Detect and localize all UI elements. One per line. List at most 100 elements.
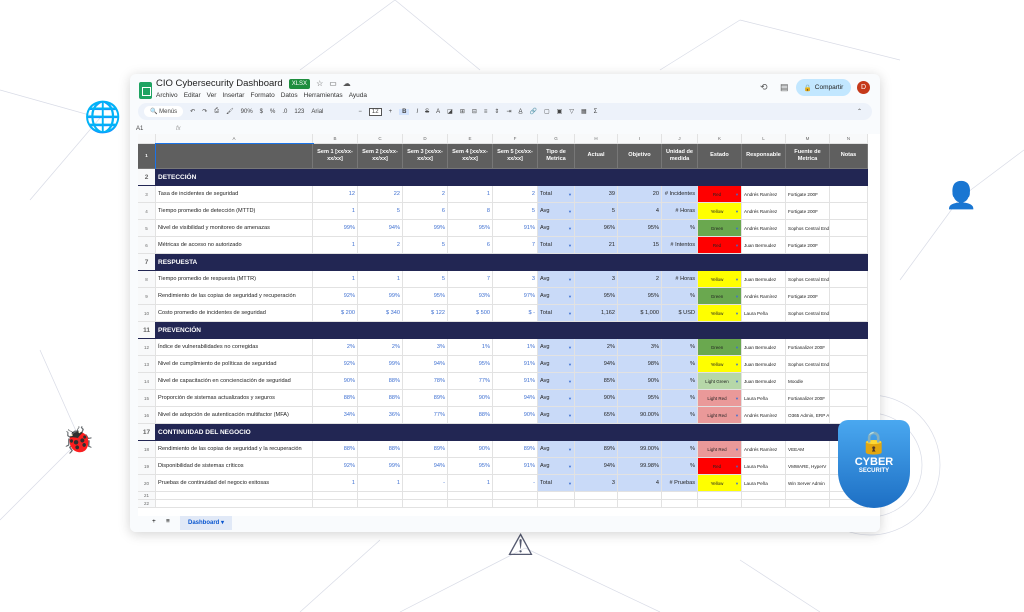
metric-name[interactable]: Disponibilidad de sistemas críticos — [156, 458, 313, 475]
filter-icon[interactable]: ▽ — [569, 109, 574, 115]
spreadsheet-grid[interactable]: A B C D E F G H I J K L M N 1 Sem 1 [xx/xx-xx/xx] Sem 2 … — [138, 134, 880, 516]
week-value[interactable]: 1 — [448, 186, 493, 203]
week-value[interactable]: 1 — [313, 271, 358, 288]
week-value[interactable]: 77% — [448, 373, 493, 390]
star-icon[interactable]: ☆ — [316, 79, 324, 88]
week-value[interactable]: 88% — [358, 390, 403, 407]
owner-cell[interactable]: Juan Bermudez — [742, 339, 786, 356]
notes-cell[interactable] — [830, 305, 868, 322]
metric-name[interactable]: Nivel de cumplimiento de políticas de se… — [156, 356, 313, 373]
metric-type-dropdown[interactable]: Avg ▼ — [538, 220, 575, 237]
column-header-E[interactable]: E — [448, 134, 493, 144]
owner-cell[interactable]: Laura Peña — [742, 305, 786, 322]
header-cell[interactable]: Sem 2 [xx/xx-xx/xx] — [358, 144, 403, 169]
actual-value[interactable]: 2% — [575, 339, 618, 356]
notes-cell[interactable] — [830, 237, 868, 254]
week-value[interactable]: 91% — [493, 220, 538, 237]
metric-type-dropdown[interactable]: Avg ▼ — [538, 203, 575, 220]
section-fill[interactable] — [698, 254, 742, 271]
week-value[interactable]: 89% — [493, 441, 538, 458]
metric-name[interactable]: Nivel de adopción de autenticación multi… — [156, 407, 313, 424]
week-value[interactable]: 36% — [358, 407, 403, 424]
section-fill[interactable] — [742, 169, 786, 186]
owner-cell[interactable]: Andrés Ramírez — [742, 220, 786, 237]
week-value[interactable]: 91% — [493, 373, 538, 390]
week-value[interactable]: 90% — [448, 441, 493, 458]
text-color-button[interactable]: A — [436, 108, 441, 115]
paint-format-icon[interactable]: 🖌 — [226, 109, 234, 115]
header-cell[interactable]: Notas — [830, 144, 868, 169]
source-cell[interactable]: Fortigate 200F — [786, 203, 830, 220]
sheet-tab-dashboard[interactable]: Dashboard ▾ — [180, 516, 233, 530]
source-cell[interactable]: O365 Admin, ERP Admin, — [786, 407, 830, 424]
week-value[interactable]: 95% — [448, 458, 493, 475]
section-fill[interactable] — [575, 322, 618, 339]
status-dropdown[interactable]: Yellow ▼ — [698, 475, 742, 492]
unit-value[interactable]: % — [662, 220, 698, 237]
unit-value[interactable]: % — [662, 458, 698, 475]
section-fill[interactable] — [786, 169, 830, 186]
column-header-C[interactable]: C — [358, 134, 403, 144]
font-size-plus[interactable]: + — [388, 108, 393, 115]
actual-value[interactable]: 85% — [575, 373, 618, 390]
merge-icon[interactable]: ⊟ — [471, 109, 477, 115]
empty-cell[interactable] — [786, 500, 830, 508]
actual-value[interactable]: 94% — [575, 356, 618, 373]
week-value[interactable]: 95% — [448, 220, 493, 237]
section-fill[interactable] — [538, 254, 575, 271]
week-value[interactable]: 7 — [493, 237, 538, 254]
week-value[interactable]: 94% — [358, 220, 403, 237]
actual-value[interactable]: 5 — [575, 203, 618, 220]
row-number[interactable]: 10 — [138, 305, 156, 322]
notes-cell[interactable] — [830, 220, 868, 237]
row-number[interactable]: 20 — [138, 475, 156, 492]
actual-value[interactable]: 95% — [575, 288, 618, 305]
section-fill[interactable] — [538, 322, 575, 339]
section-fill[interactable] — [493, 322, 538, 339]
empty-cell[interactable] — [493, 500, 538, 508]
owner-cell[interactable]: Juan Bermudez — [742, 271, 786, 288]
status-dropdown[interactable]: Red ▼ — [698, 186, 742, 203]
week-value[interactable]: 2 — [403, 186, 448, 203]
actual-value[interactable]: 21 — [575, 237, 618, 254]
actual-value[interactable]: 90% — [575, 390, 618, 407]
font-size-input[interactable]: 12 — [368, 107, 382, 116]
week-value[interactable]: 5 — [403, 271, 448, 288]
target-value[interactable]: 99.00% — [618, 441, 662, 458]
section-fill[interactable] — [358, 254, 403, 271]
row-number[interactable]: 9 — [138, 288, 156, 305]
empty-cell[interactable] — [358, 492, 403, 500]
source-cell[interactable]: Fortianalizer 200F — [786, 390, 830, 407]
row-number[interactable]: 16 — [138, 407, 156, 424]
target-value[interactable]: 95% — [618, 390, 662, 407]
week-value[interactable]: 1% — [448, 339, 493, 356]
empty-cell[interactable] — [538, 492, 575, 500]
metric-name[interactable]: Proporción de sistemas actualizados y se… — [156, 390, 313, 407]
source-cell[interactable]: Fortigate 200F — [786, 288, 830, 305]
header-cell[interactable]: Estado — [698, 144, 742, 169]
section-fill[interactable] — [786, 254, 830, 271]
source-cell[interactable]: Sophos Central Endpoint — [786, 305, 830, 322]
empty-cell[interactable] — [448, 492, 493, 500]
unit-value[interactable]: % — [662, 288, 698, 305]
column-header-F[interactable]: F — [493, 134, 538, 144]
week-value[interactable]: 88% — [358, 441, 403, 458]
week-value[interactable]: - — [493, 475, 538, 492]
week-value[interactable]: 1 — [313, 237, 358, 254]
column-header-K[interactable]: K — [698, 134, 742, 144]
week-value[interactable]: 6 — [448, 237, 493, 254]
comment-icon[interactable]: ▢ — [543, 109, 550, 115]
week-value[interactable]: 5 — [358, 203, 403, 220]
week-value[interactable]: $ 200 — [313, 305, 358, 322]
owner-cell[interactable]: Laura Peña — [742, 475, 786, 492]
empty-cell[interactable] — [742, 492, 786, 500]
undo-icon[interactable]: ↶ — [190, 109, 196, 115]
section-fill[interactable] — [493, 254, 538, 271]
status-dropdown[interactable]: Light Red ▼ — [698, 390, 742, 407]
week-value[interactable]: 99% — [403, 220, 448, 237]
notes-cell[interactable] — [830, 339, 868, 356]
row-number[interactable]: 11 — [138, 322, 156, 339]
menu-ayuda[interactable]: Ayuda — [348, 92, 368, 99]
week-value[interactable]: 8 — [448, 203, 493, 220]
source-cell[interactable]: Fortianalizer 200F — [786, 339, 830, 356]
